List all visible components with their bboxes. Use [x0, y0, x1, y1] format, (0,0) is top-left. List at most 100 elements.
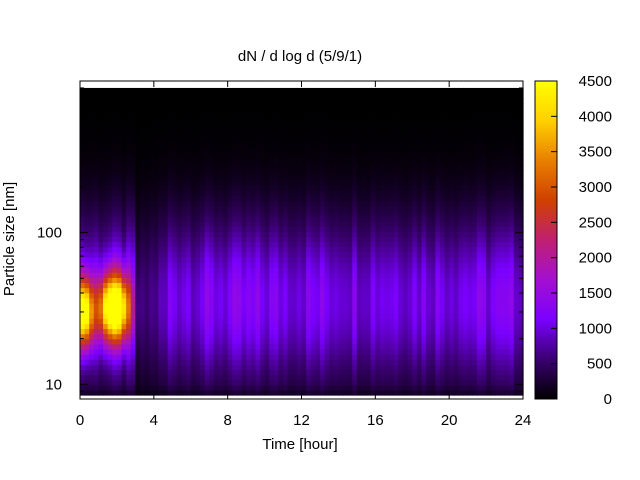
heat-cell — [439, 323, 446, 330]
heat-cell — [453, 251, 459, 258]
heat-cell — [375, 180, 381, 186]
heat-cell — [352, 256, 358, 263]
heat-cell — [347, 103, 353, 110]
heat-cell — [333, 139, 340, 145]
heat-cell — [426, 272, 432, 278]
heat-cell — [306, 154, 312, 161]
heat-cell — [204, 302, 210, 309]
heat-cell — [255, 93, 261, 99]
heat-cell — [246, 113, 252, 120]
heat-cell — [301, 313, 307, 319]
heat-cell — [121, 308, 127, 314]
heat-cell — [135, 195, 141, 202]
heat-cell — [393, 87, 399, 94]
heat-cell — [163, 236, 169, 243]
heat-cell — [416, 128, 423, 135]
heat-cell — [403, 113, 409, 120]
heat-cell — [458, 236, 464, 243]
heat-cell — [416, 215, 423, 222]
heat-cell — [435, 241, 441, 248]
heat-cell — [416, 159, 423, 166]
heat-cell — [80, 118, 86, 125]
heat-cell — [172, 328, 178, 335]
heat-cell — [269, 313, 275, 319]
heat-cell — [227, 389, 233, 396]
heat-cell — [296, 343, 303, 350]
heat-cell — [153, 180, 160, 186]
heat-cell — [329, 302, 335, 309]
heat-cell — [259, 93, 266, 99]
heat-cell — [255, 118, 261, 125]
heat-cell — [199, 369, 206, 376]
heat-cell — [356, 103, 363, 110]
heat-cell — [366, 364, 372, 371]
heat-cell — [389, 210, 395, 217]
heat-cell — [283, 241, 289, 248]
heat-cell — [135, 359, 141, 365]
heat-cell — [167, 384, 173, 391]
heat-cell — [347, 215, 353, 222]
heat-cell — [283, 103, 289, 110]
heat-cell — [338, 226, 344, 232]
heat-cell — [181, 323, 187, 330]
heat-cell — [195, 313, 201, 319]
heat-cell — [130, 359, 136, 365]
heat-cell — [176, 205, 183, 212]
heat-cell — [246, 343, 252, 350]
heat-cell — [435, 236, 441, 243]
heat-cell — [458, 169, 464, 176]
heat-cell — [190, 313, 196, 319]
heat-cell — [416, 328, 423, 335]
heat-cell — [426, 308, 432, 314]
heat-cell — [98, 246, 104, 253]
heat-cell — [463, 374, 469, 381]
heat-cell — [370, 343, 376, 350]
heat-cell — [139, 246, 146, 253]
heat-cell — [426, 164, 432, 171]
heat-cell — [227, 241, 233, 248]
heat-cell — [416, 369, 423, 376]
heat-cell — [366, 318, 372, 324]
heat-cell — [287, 359, 293, 365]
heat-cell — [379, 185, 386, 191]
heat-cell — [430, 267, 436, 273]
heat-cell — [310, 292, 316, 299]
heat-cell — [453, 354, 459, 360]
heat-cell — [389, 144, 395, 150]
heat-cell — [273, 256, 280, 263]
heat-cell — [163, 308, 169, 314]
heat-cell — [80, 139, 86, 145]
heat-cell — [343, 302, 349, 309]
heat-cell — [116, 139, 123, 145]
heat-cell — [412, 200, 418, 207]
heat-cell — [421, 277, 427, 284]
heat-cell — [361, 277, 367, 284]
heat-cell — [213, 221, 220, 227]
heat-cell — [366, 389, 372, 396]
heat-cell — [430, 236, 436, 243]
heat-cell — [232, 277, 238, 284]
heat-cell — [458, 272, 464, 278]
heat-cell — [412, 384, 418, 391]
heat-cell — [319, 164, 326, 171]
heat-cell — [333, 389, 340, 396]
heat-cell — [306, 261, 312, 268]
heat-cell — [361, 215, 367, 222]
heat-cell — [453, 174, 459, 181]
heat-cell — [426, 282, 432, 289]
heat-cell — [278, 292, 284, 299]
heat-cell — [89, 343, 95, 350]
heat-cell — [236, 364, 243, 371]
heat-cell — [186, 292, 192, 299]
heat-cell — [144, 87, 150, 94]
heat-cell — [426, 241, 432, 248]
heat-cell — [324, 113, 330, 120]
heat-cell — [126, 292, 132, 299]
heat-cell — [407, 308, 413, 314]
heat-cell — [167, 200, 173, 207]
heat-cell — [144, 348, 150, 355]
heat-cell — [449, 359, 455, 365]
heat-cell — [186, 374, 192, 381]
heat-cell — [301, 323, 307, 330]
heat-cell — [181, 241, 187, 248]
